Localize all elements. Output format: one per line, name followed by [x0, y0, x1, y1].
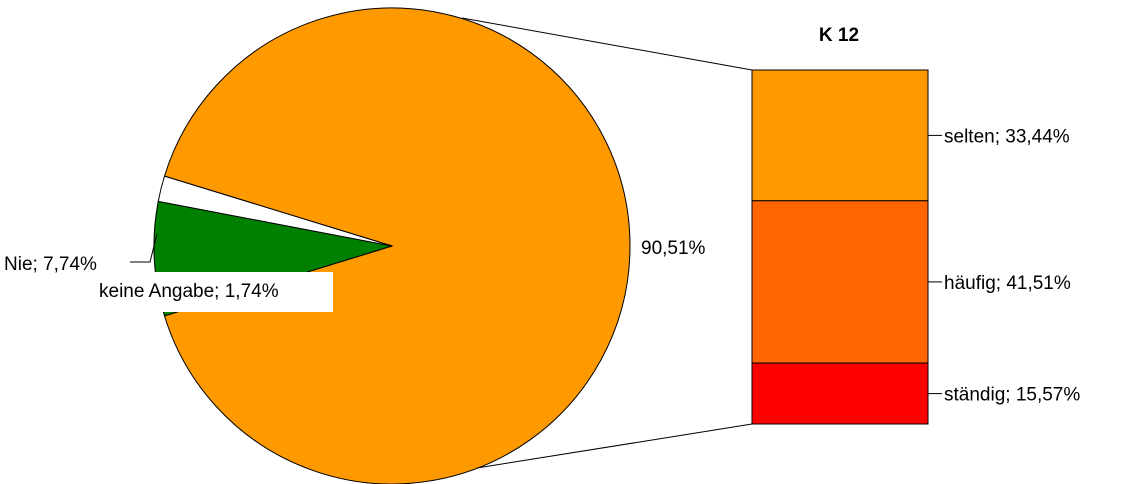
pie-leader-nie: [130, 233, 158, 263]
pie-group: Nie; 7,74%keine Angabe; 1,74%: [4, 7, 753, 484]
bar-label-haeufig: häufig; 41,51%: [944, 273, 1071, 294]
bar-segment-selten: [751, 69, 929, 202]
bar-segment-haeufig: [751, 200, 929, 364]
pie-label-keine-angabe-background: [93, 272, 333, 312]
pie-slice-keine-angabe: [157, 175, 393, 247]
pie-label-keine-angabe: keine Angabe; 1,74%: [99, 281, 279, 302]
pie-label-main: 90,51%: [641, 238, 706, 259]
bar-group: selten; 33,44% häufig; 41,51% ständig; 15,…: [751, 69, 1080, 425]
connector-top: [461, 17, 753, 71]
connector-bottom: [476, 423, 753, 469]
bar-label-staendig: ständig; 15,57%: [944, 385, 1080, 406]
bar-label-selten: selten; 33,44%: [944, 126, 1070, 147]
bar-segment-staendig: [751, 362, 929, 425]
pie-slice-main: [163, 7, 631, 484]
pie-label-nie: Nie; 7,74%: [4, 254, 97, 275]
bar-title: K 12: [819, 25, 859, 46]
